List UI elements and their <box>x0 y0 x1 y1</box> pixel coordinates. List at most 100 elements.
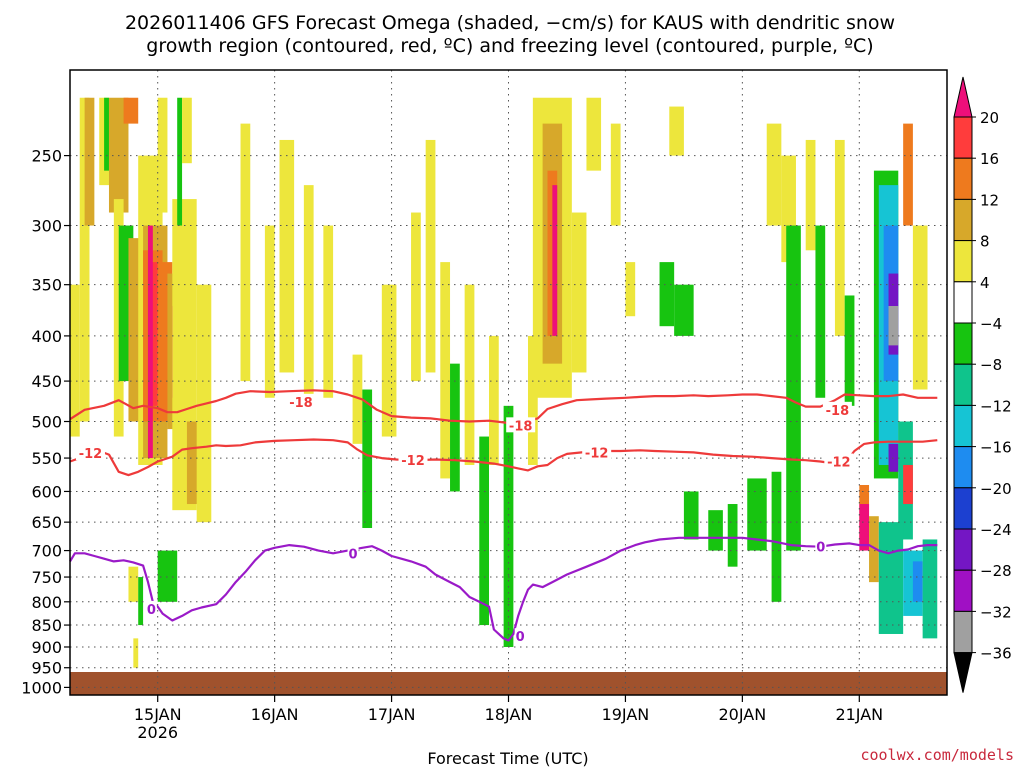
contour-line-2 <box>69 536 938 642</box>
gridlines <box>70 70 947 695</box>
omega-cell-76 <box>888 305 899 346</box>
colorbar-label-3: 8 <box>980 233 990 251</box>
colorbar-label-11: −28 <box>980 562 1012 580</box>
omega-cell-34 <box>352 354 363 444</box>
omega-cell-36 <box>381 284 397 437</box>
colorbar-bottom-triangle <box>953 652 973 693</box>
colorbar-label-8: −16 <box>980 439 1012 457</box>
omega-cell-53 <box>625 262 636 317</box>
omega-cell-43 <box>489 335 499 465</box>
omega-cell-51 <box>586 97 602 171</box>
colorbar-label-6: −8 <box>980 356 1002 374</box>
contour-label-4: -12 <box>401 454 425 469</box>
chart-title-line-1: 2026011406 GFS Forecast Omega (shaded, −… <box>125 12 895 34</box>
colorbar-label-2: 12 <box>980 191 999 209</box>
contour-label-10: 0 <box>816 541 825 556</box>
y-tick-label-700: 700 <box>31 542 62 561</box>
contour-label-bg-8 <box>347 545 359 561</box>
x-axis-label: Forecast Time (UTC) <box>427 749 588 768</box>
y-tick-label-750: 750 <box>31 568 62 587</box>
contour-label-bg-0 <box>286 393 316 409</box>
omega-cell-30 <box>264 225 275 398</box>
omega-cell-6 <box>123 97 139 124</box>
colorbar-segment-8 <box>953 446 973 489</box>
omega-cell-64 <box>786 225 801 551</box>
contour-label-bg-9 <box>514 628 526 644</box>
omega-cell-14 <box>147 225 153 459</box>
colorbar-label-5: −4 <box>980 315 1002 333</box>
y-tick-label-500: 500 <box>31 413 62 432</box>
omega-cell-33 <box>323 225 334 398</box>
contour-label-bg-4 <box>398 452 428 468</box>
x-tick-label-16JAN: 16JAN <box>251 705 299 724</box>
y-tick-label-950: 950 <box>31 659 62 678</box>
y-tick-label-350: 350 <box>31 276 62 295</box>
contour-label-5: -12 <box>585 446 609 461</box>
omega-shading <box>70 97 938 668</box>
omega-cell-42 <box>479 436 490 626</box>
x-tick-label-19JAN: 19JAN <box>602 705 650 724</box>
colorbar-segment-6 <box>953 363 973 406</box>
y-tick-label-250: 250 <box>31 147 62 166</box>
contour-label-bg-3 <box>75 445 105 461</box>
contour-label-0: -18 <box>289 396 313 411</box>
colorbar-segment-12 <box>953 610 973 654</box>
omega-cell-4 <box>104 97 109 171</box>
contour-label-9: 0 <box>516 630 525 645</box>
omega-cell-49 <box>552 185 558 336</box>
contour-labels: -18 -18 -18 -12 -12 -12 -12 0 0 0 0 <box>75 393 854 645</box>
omega-cell-23 <box>177 97 183 226</box>
contour-label-bg-6 <box>824 453 854 469</box>
omega-cell-45 <box>527 335 538 465</box>
colorbar-label-0: 20 <box>980 109 999 127</box>
omega-cell-35 <box>362 389 373 529</box>
omega-cell-82 <box>878 522 904 634</box>
omega-cell-38 <box>425 139 436 373</box>
y-tick-label-800: 800 <box>31 593 62 612</box>
colorbar-segment-9 <box>953 487 973 530</box>
colorbar-segment-7 <box>953 404 973 448</box>
omega-cell-55 <box>669 106 684 156</box>
colorbar-label-9: −20 <box>980 480 1012 498</box>
omega-cell-80 <box>903 123 913 226</box>
omega-cell-62 <box>771 471 782 602</box>
y-tick-label-300: 300 <box>31 217 62 236</box>
omega-cell-27 <box>138 577 144 626</box>
omega-cell-58 <box>708 510 723 551</box>
omega-cell-25 <box>157 550 178 602</box>
omega-cell-81 <box>912 225 928 390</box>
omega-cell-50 <box>571 212 587 373</box>
colorbar-segment-11 <box>953 569 973 612</box>
omega-cell-1 <box>79 97 90 422</box>
x-tick-label-21JAN: 21JAN <box>835 705 883 724</box>
chart-title-line-2: growth region (contoured, red, ºC) and f… <box>146 35 873 57</box>
omega-cell-61 <box>766 123 782 226</box>
omega-cell-32 <box>303 185 314 406</box>
x-tick-label-15JAN: 15JAN <box>134 705 182 724</box>
omega-cell-2 <box>84 97 95 226</box>
omega-cell-37 <box>411 212 421 382</box>
colorbar-label-12: −32 <box>980 603 1012 621</box>
y-tick-label-900: 900 <box>31 638 62 657</box>
omega-cell-65 <box>805 139 816 251</box>
credit-text: coolwx.com/models <box>860 746 1014 764</box>
contour-line-1 <box>69 438 938 477</box>
y-tick-label-600: 600 <box>31 482 62 501</box>
colorbar-segment-2 <box>953 198 973 242</box>
omega-cell-84 <box>912 561 923 602</box>
contour-label-2: -18 <box>826 404 850 419</box>
colorbar-segment-4 <box>953 281 973 324</box>
x-tick-sublabel-15JAN: 2026 <box>137 723 178 742</box>
contour-label-7: 0 <box>147 603 156 618</box>
y-axis: 250 300 350 400 450 500 550 600 650 700 750 800 850 9… <box>21 147 70 697</box>
omega-cell-54 <box>659 262 675 327</box>
contour-label-bg-5 <box>582 444 612 460</box>
colorbar-label-4: 4 <box>980 274 990 292</box>
y-tick-label-850: 850 <box>31 616 62 635</box>
y-tick-label-450: 450 <box>31 372 62 391</box>
contour-label-bg-2 <box>822 401 852 417</box>
colorbar: 20 16 12 8 4 −4 −8 −12 −16 −20 −24 −28 −32 −36 <box>953 76 1012 693</box>
omega-cell-79 <box>903 464 913 505</box>
colorbar-top-triangle <box>953 76 973 118</box>
